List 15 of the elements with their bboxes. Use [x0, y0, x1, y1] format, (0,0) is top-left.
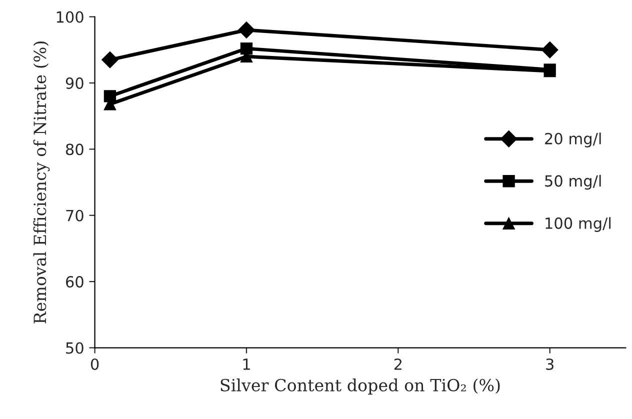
- y-tick-label: 80: [66, 144, 84, 156]
- y-tick-label: 70: [66, 210, 84, 222]
- x-tick-label: 0: [90, 358, 99, 370]
- y-tick-label: 60: [66, 276, 84, 288]
- legend-label: 50 mg/l: [545, 174, 601, 190]
- y-tick-label: 90: [66, 77, 84, 89]
- legend-label: 100 mg/l: [546, 217, 610, 232]
- x-tick-label: 1: [243, 358, 250, 370]
- x-tick-label: 3: [546, 358, 554, 370]
- y-tick-label: 50: [66, 342, 84, 354]
- y-tick-label: 100: [56, 11, 84, 23]
- x-tick-label: 2: [394, 358, 402, 370]
- y-axis-title: Removal Efficiency of Nitrate (%): [33, 42, 50, 324]
- legend-label: 20 mg/l: [545, 132, 601, 148]
- x-axis-title: Silver Content doped on TiO₂ (%): [220, 378, 500, 395]
